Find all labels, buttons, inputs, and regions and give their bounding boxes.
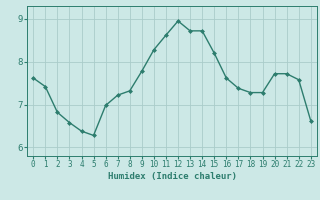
X-axis label: Humidex (Indice chaleur): Humidex (Indice chaleur) — [108, 172, 236, 181]
